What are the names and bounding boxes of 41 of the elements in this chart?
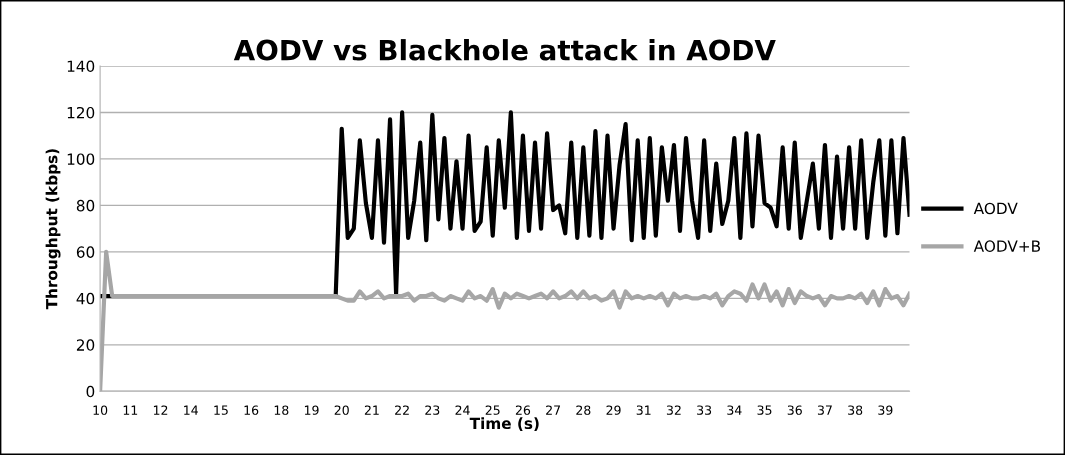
x-tick-label: 21 [364, 405, 379, 415]
x-tick-label: 27 [546, 405, 561, 415]
x-tick-label: 24 [455, 405, 470, 415]
x-tick-label: 10 [93, 405, 108, 415]
x-tick-label: 31 [636, 405, 651, 415]
y-tick-label: 140 [67, 60, 95, 72]
x-tick-label: 14 [184, 405, 198, 415]
legend-label: AODV+B [973, 240, 1041, 252]
x-tick-label: 20 [334, 405, 349, 415]
y-tick-label: 60 [76, 246, 95, 258]
x-tick-label: 22 [395, 405, 409, 415]
x-tick-label: 38 [848, 405, 863, 415]
chart-title: AODV vs Blackhole attack in AODV [233, 39, 776, 61]
x-tick-label: 29 [606, 405, 621, 415]
x-axis-title: Time (s) [469, 417, 539, 431]
y-tick-label: 0 [86, 385, 95, 398]
x-tick-label: 23 [425, 405, 440, 415]
x-tick-label: 33 [697, 405, 712, 415]
x-tick-label: 28 [576, 405, 591, 415]
x-tick-label: 16 [244, 405, 259, 415]
y-tick-label: 120 [67, 106, 95, 119]
x-tick-label: 15 [214, 405, 228, 415]
x-tick-label: 26 [515, 405, 531, 415]
x-tick-label: 34 [727, 405, 742, 415]
x-tick-label: 18 [274, 405, 289, 415]
x-tick-label: 35 [757, 405, 772, 415]
x-tick-label: 12 [153, 405, 168, 415]
x-tick-label: 25 [485, 405, 500, 415]
y-axis-title: Throughput (kbps) [45, 149, 61, 310]
y-tick-label: 20 [76, 339, 95, 351]
x-tick-label: 32 [666, 405, 681, 415]
y-tick-label: 100 [67, 153, 95, 165]
x-tick-label: 11 [123, 405, 138, 415]
x-tick-label: 39 [878, 405, 893, 415]
y-tick-label: 80 [76, 199, 95, 212]
x-tick-label: 36 [787, 405, 802, 415]
x-tick-label: 37 [817, 405, 832, 415]
x-tick-label: 19 [304, 405, 319, 415]
legend-label: AODV [973, 202, 1018, 215]
line-series [100, 110, 910, 299]
y-tick-label: 40 [76, 292, 95, 305]
